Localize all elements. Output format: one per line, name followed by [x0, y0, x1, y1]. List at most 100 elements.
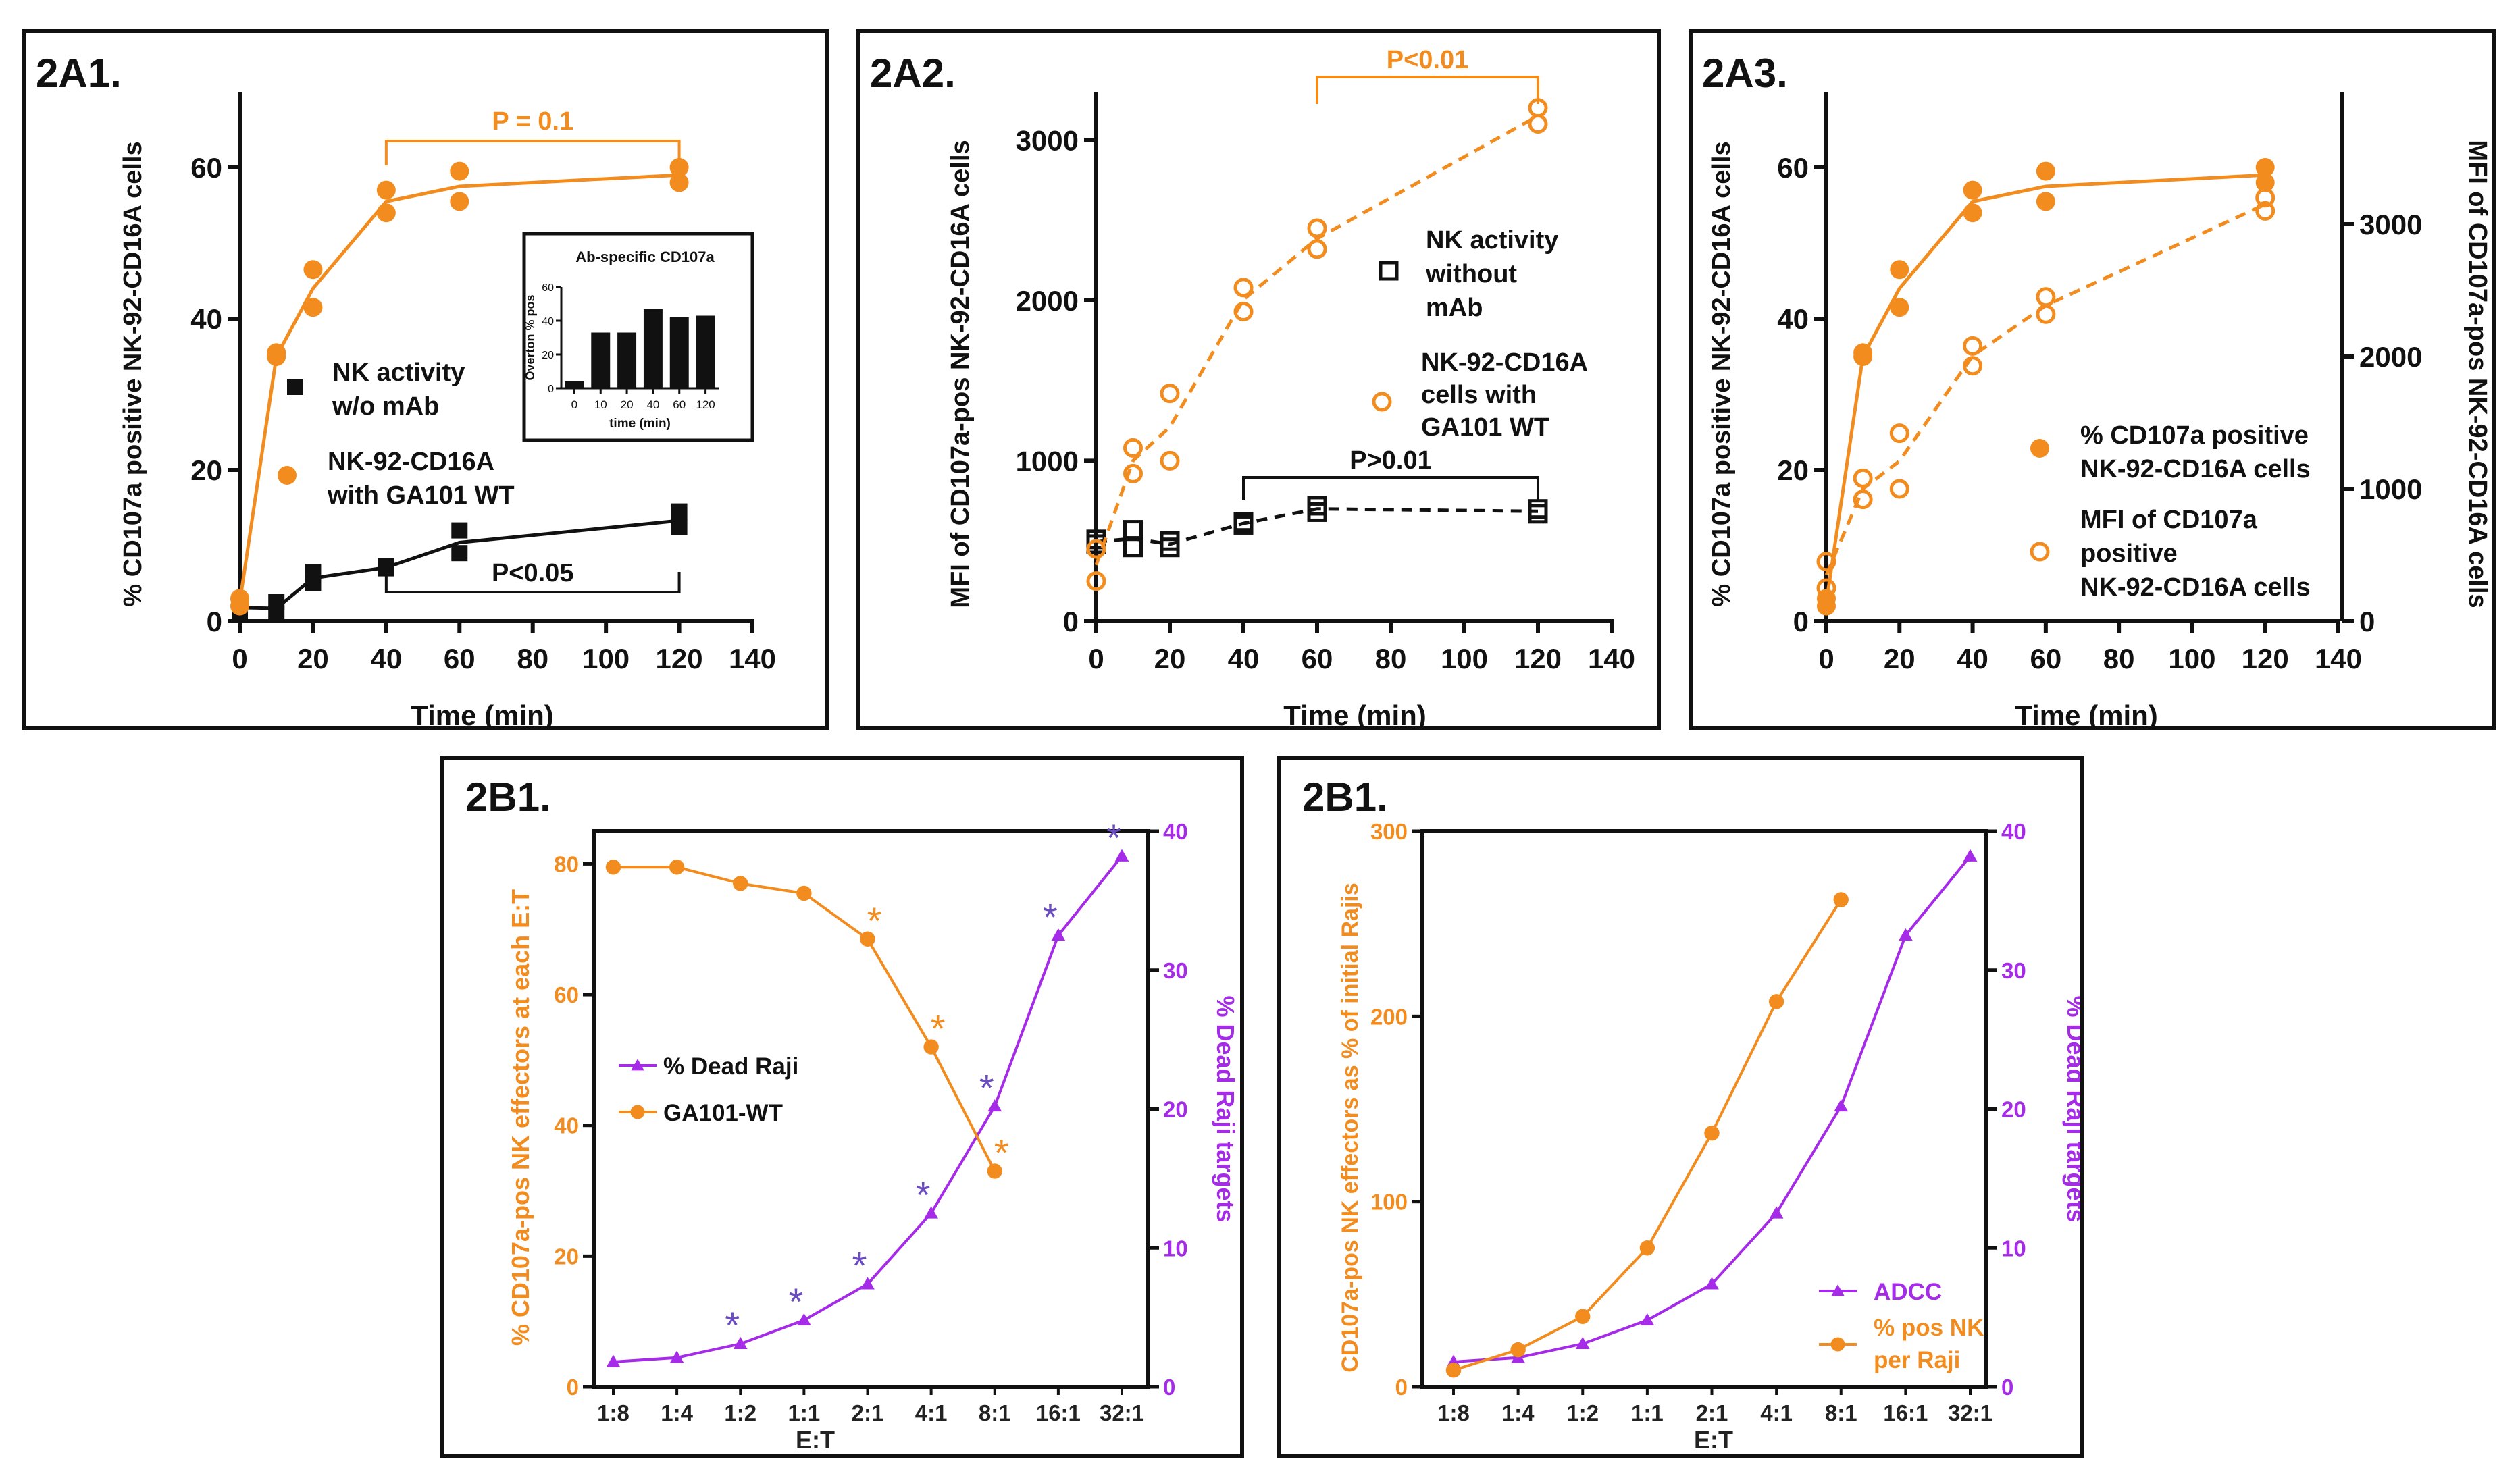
data-point: [1963, 336, 1983, 356]
legend-label: NK activity: [1426, 226, 1558, 255]
y2-tick-label: 40: [2001, 819, 2026, 844]
data-point: [2255, 201, 2275, 221]
chart-svg: 2B1. 0 20 40 60 80 0 10 20 30 40 1:8 1:4 1:2 1:1 2:1 4:1…: [465, 774, 1239, 1454]
y-axis-title: MFI of CD107a-pos NK-92-CD16A cells: [946, 140, 975, 608]
legend-label: positive: [2080, 539, 2178, 568]
inset-title: Ab-specific CD107a: [575, 248, 715, 265]
data-point: [2036, 192, 2055, 211]
legend-label: GA101-WT: [663, 1100, 783, 1126]
x-tick-label: 0: [1818, 643, 1834, 675]
significance-bracket: [384, 572, 681, 593]
data-point: [1307, 502, 1327, 522]
x-tick-label: 120: [1514, 643, 1562, 675]
x-tick-label: 8:1: [979, 1400, 1011, 1425]
x-tick-label: 1:2: [724, 1400, 756, 1425]
series-0: [232, 503, 688, 622]
data-point: [1890, 298, 1909, 317]
legend-marker: [1831, 1284, 1845, 1296]
data-point: [1575, 1336, 1590, 1350]
data-point: [1528, 504, 1548, 524]
inset-bar: [617, 332, 637, 388]
legend-label: w/o mAb: [332, 392, 439, 421]
significance-bracket: [1316, 76, 1539, 104]
data-point: [1816, 578, 1836, 598]
data-point: [669, 1350, 684, 1363]
panel-2a3: 2A3. 0 20 40 60 80 100 120 140 0 20 40 60 0 1000 2000 30…: [1689, 29, 2496, 730]
x-tick-label: 140: [2315, 643, 2362, 675]
data-point: [267, 343, 286, 363]
x-tick-label: 20: [1154, 643, 1186, 675]
x-tick-label: 20: [297, 643, 329, 675]
bracket-line: [1316, 76, 1539, 104]
x-tick-label: 140: [1588, 643, 1635, 675]
y2-tick-label: 40: [1163, 819, 1188, 844]
data-point: [1160, 384, 1180, 404]
series-line: [1453, 899, 1843, 1372]
y2-tick-label: 0: [2001, 1375, 2013, 1400]
y2-tick-label: 2000: [2359, 341, 2422, 373]
significance-asterisk: *: [979, 1066, 994, 1109]
data-point: [1816, 552, 1836, 572]
y-tick-label: 60: [554, 982, 579, 1007]
data-point: [1160, 450, 1180, 471]
x-tick-label: 140: [729, 643, 776, 675]
data-point: [671, 519, 688, 535]
data-point: [1834, 1099, 1849, 1112]
x-tick-label: 1:4: [661, 1400, 693, 1425]
data-point: [1510, 1342, 1526, 1358]
data-point: [1575, 1309, 1591, 1324]
data-point: [1704, 1125, 1720, 1141]
inset-x-tick-label: 40: [646, 398, 659, 411]
legend-label: GA101 WT: [1421, 413, 1549, 442]
data-point: [733, 1336, 748, 1350]
x-tick-label: 40: [1228, 643, 1260, 675]
inset-x-axis-title: time (min): [609, 417, 671, 431]
y2-axis-title: MFI of CD107a-pos NK-92-CD16A cells: [2463, 140, 2492, 608]
legend-marker: [630, 1105, 645, 1119]
p-value-label: P = 0.1: [492, 107, 573, 136]
y-tick-label: 0: [1793, 606, 1809, 637]
series-1: [230, 158, 689, 616]
data-point: [796, 1313, 811, 1326]
data-point: [1528, 499, 1548, 519]
y-tick-label: 300: [1370, 819, 1408, 844]
x-tick-label: 32:1: [1948, 1400, 1992, 1425]
data-point: [1307, 239, 1327, 259]
x-axis-title: Time (min): [411, 700, 554, 726]
y-tick-label: 20: [554, 1244, 579, 1269]
legend-marker: [1379, 261, 1399, 281]
data-point: [1853, 468, 1873, 488]
significance-bracket: [384, 140, 681, 165]
legend-label: MFI of CD107a: [2080, 506, 2258, 534]
inset-x-tick-label: 120: [696, 398, 715, 411]
data-point: [1963, 180, 1982, 200]
legend-label: % pos NK: [1874, 1315, 1984, 1341]
data-point: [376, 203, 396, 223]
x-tick-label: 60: [444, 643, 475, 675]
x-tick-label: 32:1: [1100, 1400, 1144, 1425]
x-tick-label: 16:1: [1883, 1400, 1928, 1425]
x-tick-label: 1:2: [1566, 1400, 1599, 1425]
y-axis-title: CD107a-pos NK effectors as % of initial …: [1337, 882, 1363, 1373]
data-point: [1640, 1313, 1655, 1326]
panel-label: 2A1.: [36, 51, 122, 96]
y-tick-label: 60: [190, 152, 222, 184]
y-tick-label: 3000: [1016, 124, 1079, 156]
x-tick-label: 1:8: [1437, 1400, 1470, 1425]
y2-axis-title: % Dead Raji targets: [1212, 995, 1239, 1222]
inset-x-tick-label: 10: [594, 398, 607, 411]
x-tick-label: 20: [1884, 643, 1915, 675]
legend-marker: [1372, 392, 1392, 412]
series-1: ***: [605, 860, 1009, 1179]
y-tick-label: 1000: [1016, 445, 1079, 477]
x-tick-label: 120: [656, 643, 703, 675]
x-tick-label: 100: [582, 643, 629, 675]
data-point: [1307, 218, 1327, 238]
legend-marker: [2030, 542, 2050, 562]
legend-label: ADCC: [1874, 1279, 1942, 1305]
legend-label: % Dead Raji: [663, 1053, 798, 1080]
p-value-label: P<0.05: [492, 559, 574, 587]
y-tick-label: 40: [554, 1113, 579, 1138]
data-point: [1833, 892, 1849, 907]
data-point: [1963, 356, 1983, 376]
